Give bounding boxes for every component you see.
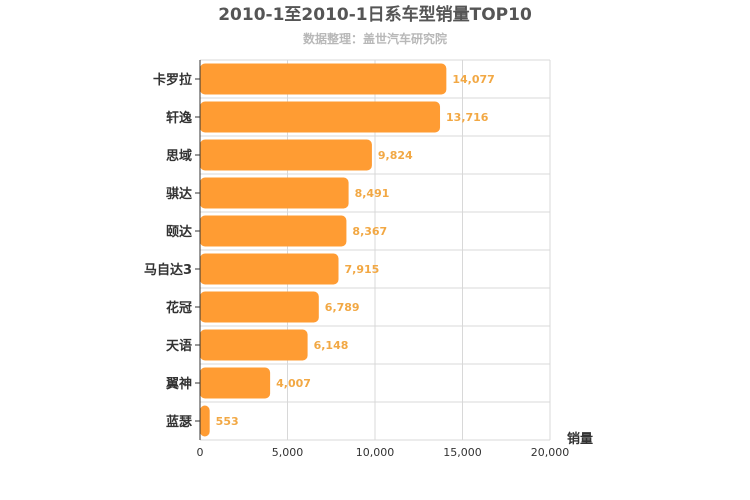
- category-label: 花冠: [166, 300, 192, 316]
- category-label: 颐达: [166, 224, 192, 240]
- x-axis-title: 销量: [567, 431, 593, 447]
- x-tick-label: 0: [197, 446, 204, 459]
- category-label: 轩逸: [166, 110, 192, 126]
- bar[interactable]: [200, 405, 210, 437]
- data-label: 14,077: [452, 73, 494, 86]
- data-label: 8,367: [352, 225, 387, 238]
- chart-title: 2010-1至2010-1日系车型销量TOP10: [218, 4, 532, 25]
- data-labels: 14,077 13,716 9,824 8,491 8,367 7,915 6,789 6,1…: [216, 73, 495, 428]
- x-tick-label: 20,000: [531, 446, 570, 459]
- bar[interactable]: [200, 177, 349, 209]
- data-label: 553: [216, 415, 239, 428]
- chart-subtitle: 数据整理：盖世汽车研究院: [303, 31, 447, 46]
- grid-lines: [200, 59, 551, 441]
- data-label: 8,491: [355, 187, 390, 200]
- data-label: 6,789: [325, 301, 360, 314]
- bar[interactable]: [200, 215, 347, 247]
- category-label: 翼神: [165, 376, 192, 392]
- category-label: 天语: [166, 339, 192, 354]
- bar[interactable]: [200, 253, 339, 285]
- bar[interactable]: [200, 329, 308, 361]
- x-tick-label: 10,000: [356, 446, 395, 459]
- data-label: 9,824: [378, 149, 413, 162]
- data-label: 4,007: [276, 377, 311, 390]
- bar[interactable]: [200, 139, 372, 171]
- data-label: 13,716: [446, 111, 489, 124]
- bar[interactable]: [200, 63, 447, 95]
- data-label: 6,148: [314, 339, 349, 352]
- data-label: 7,915: [345, 263, 380, 276]
- bar[interactable]: [200, 291, 319, 323]
- category-label: 卡罗拉: [153, 72, 192, 88]
- bars: [200, 63, 447, 437]
- category-label: 骐达: [166, 186, 192, 202]
- x-tick-label: 15,000: [443, 446, 482, 459]
- x-tick-label: 5,000: [272, 446, 304, 459]
- bar[interactable]: [200, 367, 271, 399]
- category-label: 思域: [166, 148, 192, 164]
- bar[interactable]: [200, 101, 441, 133]
- category-label: 马自达3: [144, 262, 192, 278]
- category-label: 蓝瑟: [166, 414, 192, 430]
